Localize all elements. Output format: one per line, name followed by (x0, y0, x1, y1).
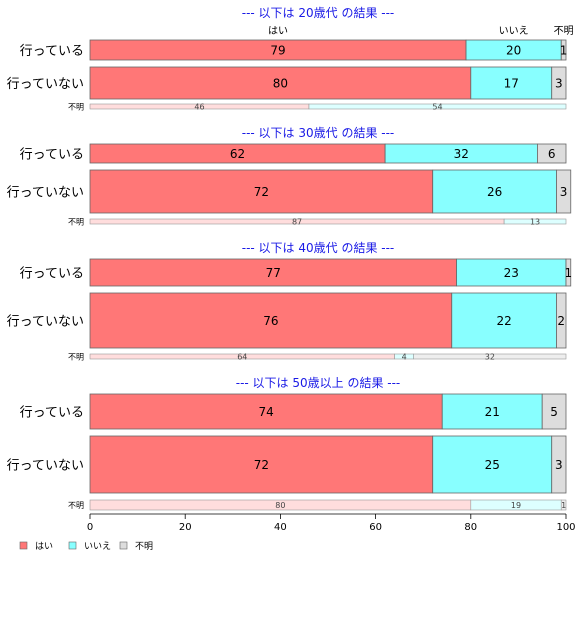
bar-2-0-value-0: 77 (266, 266, 281, 280)
bar-3-0-value-0: 74 (258, 405, 273, 419)
column-header-2: 不明 (554, 25, 574, 37)
marginal-2-value-0: 64 (237, 353, 247, 362)
bar-0-0-value-1: 20 (506, 44, 521, 58)
marginal-1-value-0: 87 (292, 218, 302, 227)
bar-3-1-value-0: 72 (254, 458, 269, 472)
bar-3-0-value-2: 5 (550, 405, 558, 419)
marginal-2-value-1: 4 (402, 353, 407, 362)
panel-title-1: --- 以下は 30歳代 の結果 --- (242, 126, 395, 140)
bar-1-1-seg-2 (556, 169, 572, 214)
bar-3-0-value-1: 21 (485, 405, 500, 419)
bar-0-0-value-0: 79 (270, 44, 285, 58)
bar-0-1-value-1: 17 (504, 77, 519, 91)
marginal-3-seg-2 (560, 499, 567, 511)
marginal-3-value-2: 1 (561, 501, 566, 510)
bar-1-1-value-2: 3 (560, 185, 568, 199)
row-label-0-0: 行っている (20, 44, 84, 59)
x-tick-label-1: 20 (179, 522, 192, 533)
marginal-0-value-0: 46 (194, 103, 204, 112)
marginal-label-3: 不明 (68, 501, 84, 510)
bar-2-0-seg-0 (89, 258, 457, 287)
bar-2-1-seg-2 (556, 292, 567, 349)
row-label-0-1: 行っていない (7, 77, 84, 92)
bar-2-1-value-0: 76 (263, 314, 278, 328)
column-header-1: いいえ (499, 25, 529, 37)
bar-2-0-seg-2 (565, 258, 572, 287)
legend-swatch-0 (19, 541, 28, 550)
bar-2-1-seg-1 (451, 292, 557, 349)
marginal-1-seg-1 (503, 218, 567, 225)
legend-label-2: 不明 (135, 541, 153, 552)
marginal-3-value-1: 19 (511, 501, 521, 510)
x-tick-label-3: 60 (369, 522, 382, 533)
marginal-2-value-2: 32 (485, 353, 495, 362)
bar-3-0-seg-2 (541, 393, 567, 430)
marginal-3-value-0: 80 (275, 501, 285, 510)
legend-swatch-2 (119, 541, 128, 550)
panel-title-2: --- 以下は 40歳代 の結果 --- (242, 241, 395, 255)
legend-label-1: いいえ (84, 541, 111, 552)
x-tick-label-5: 100 (556, 522, 575, 533)
bar-2-1-value-1: 22 (496, 314, 511, 328)
panel-title-3: --- 以下は 50歳以上 の結果 --- (236, 376, 401, 390)
bar-1-0-seg-2 (537, 143, 567, 164)
marginal-label-0: 不明 (68, 103, 84, 112)
bar-0-0-seg-2 (560, 39, 567, 61)
panel-title-0: --- 以下は 20歳代 の結果 --- (242, 6, 395, 20)
bar-2-0-seg-1 (456, 258, 567, 287)
marginal-0-seg-1 (308, 103, 567, 110)
bar-1-0-value-1: 32 (454, 147, 469, 161)
row-label-1-0: 行っている (20, 148, 84, 163)
bar-3-0-seg-0 (89, 393, 443, 430)
bar-3-1-seg-2 (551, 435, 567, 494)
bar-0-1-value-2: 3 (555, 77, 563, 91)
row-label-2-0: 行っている (20, 267, 84, 282)
bar-0-1-seg-1 (470, 66, 553, 100)
bar-2-1-seg-0 (89, 292, 453, 349)
bar-1-1-value-0: 72 (254, 185, 269, 199)
legend-label-0: はい (35, 541, 53, 552)
row-label-2-1: 行っていない (7, 315, 84, 330)
x-tick-label-4: 80 (464, 522, 477, 533)
marginal-2-seg-2 (413, 353, 567, 360)
bar-1-1-seg-1 (432, 169, 557, 214)
marginal-label-1: 不明 (68, 218, 84, 227)
marginal-label-2: 不明 (68, 353, 84, 362)
bar-0-1-value-0: 80 (273, 77, 288, 91)
row-label-1-1: 行っていない (7, 186, 84, 201)
legend-swatch-1 (68, 541, 77, 550)
bar-1-0-value-0: 62 (230, 147, 245, 161)
row-label-3-0: 行っている (20, 406, 84, 421)
bar-0-0-value-2: 1 (560, 44, 568, 58)
marginal-1-value-1: 13 (530, 218, 540, 227)
x-tick-label-0: 0 (87, 522, 93, 533)
x-tick-label-2: 40 (274, 522, 287, 533)
bar-3-1-value-2: 3 (555, 458, 563, 472)
bar-2-1-value-2: 2 (557, 314, 565, 328)
marginal-0-value-1: 54 (432, 103, 442, 112)
row-label-3-1: 行っていない (7, 459, 84, 474)
bar-1-0-value-2: 6 (548, 147, 556, 161)
bar-3-0-seg-1 (441, 393, 543, 430)
bar-2-0-value-1: 23 (504, 266, 519, 280)
bar-1-1-seg-0 (89, 169, 434, 214)
column-header-0: はい (268, 25, 288, 37)
bar-2-0-value-2: 1 (565, 266, 573, 280)
bar-1-1-value-1: 26 (487, 185, 502, 199)
bar-3-1-value-1: 25 (485, 458, 500, 472)
bar-0-1-seg-2 (551, 66, 567, 100)
